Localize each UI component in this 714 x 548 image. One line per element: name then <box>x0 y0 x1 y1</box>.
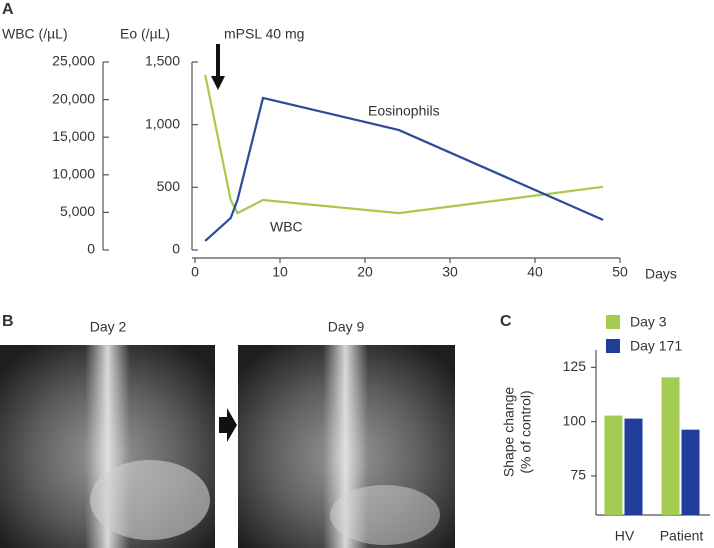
y-axis-title: Shape change <box>501 387 517 478</box>
x-tick-label: 10 <box>272 264 288 280</box>
bar <box>681 429 700 515</box>
annotation: WBC <box>270 219 303 235</box>
arrow <box>219 408 237 442</box>
y2-tick-label: 1,000 <box>145 115 180 131</box>
xray-day2 <box>0 345 215 548</box>
y2-tick-label: 1,500 <box>145 53 180 69</box>
y-tick-label: 75 <box>570 467 586 483</box>
legend-swatch <box>606 315 620 329</box>
x-tick-label: Patient <box>660 528 704 544</box>
panel-label: C <box>500 313 512 330</box>
y2-tick-label: 500 <box>157 178 181 194</box>
annotation: Eosinophils <box>368 103 440 119</box>
x-tick-label: 20 <box>357 264 373 280</box>
x-tick-label: 40 <box>527 264 543 280</box>
bar <box>604 415 623 515</box>
y-tick-label: 0 <box>87 241 95 257</box>
y-axis-title: (% of control) <box>518 390 534 473</box>
y2-tick-label: 0 <box>172 241 180 257</box>
arrow-head <box>211 76 225 90</box>
legend-swatch <box>606 339 620 353</box>
panel-label: A <box>2 1 14 18</box>
x-tick-label: HV <box>615 528 635 544</box>
y-tick-label: 15,000 <box>52 128 95 144</box>
x-axis-title: Days <box>645 266 677 282</box>
x-tick-label: 0 <box>191 264 199 280</box>
y-axis-title: WBC (/µL) <box>2 26 68 42</box>
legend-label: Day 3 <box>630 314 667 330</box>
bar <box>624 418 643 515</box>
annotation: mPSL 40 mg <box>224 26 304 42</box>
image-caption: Day 9 <box>328 319 365 335</box>
y-tick-label: 10,000 <box>52 166 95 182</box>
line-series <box>204 74 604 215</box>
y-tick-label: 5,000 <box>60 203 95 219</box>
bar <box>661 377 680 515</box>
line-series <box>204 96 604 242</box>
y-tick-label: 20,000 <box>52 90 95 106</box>
legend-label: Day 171 <box>630 338 682 354</box>
image-caption: Day 2 <box>90 319 127 335</box>
x-tick-label: 50 <box>612 264 628 280</box>
y-tick-label: 25,000 <box>52 53 95 69</box>
y2-axis-title: Eo (/µL) <box>120 26 170 42</box>
y-tick-label: 100 <box>563 412 587 428</box>
y-tick-label: 125 <box>563 358 587 374</box>
panel-label: B <box>2 313 14 330</box>
xray-day9 <box>238 345 455 548</box>
x-tick-label: 30 <box>442 264 458 280</box>
